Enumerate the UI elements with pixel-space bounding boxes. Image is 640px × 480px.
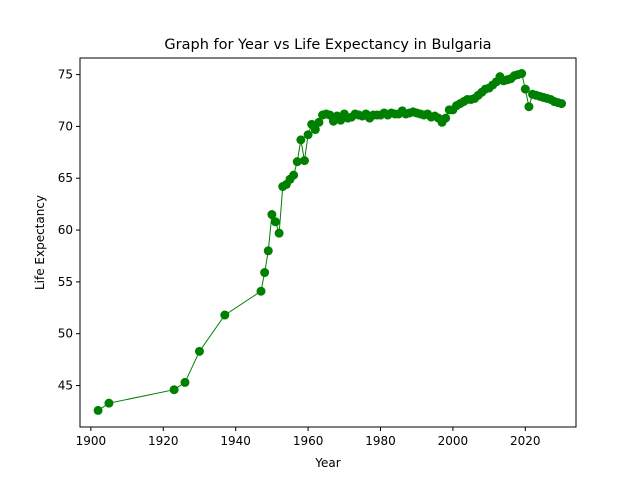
x-tick-label: 1920 bbox=[148, 434, 179, 448]
y-tick-label: 65 bbox=[58, 171, 73, 185]
x-axis: 1900 1920 1940 1960 1980 2000 2020 bbox=[76, 427, 541, 448]
y-tick-label: 70 bbox=[58, 119, 73, 133]
data-point bbox=[292, 157, 302, 167]
data-point bbox=[310, 125, 320, 135]
data-point bbox=[517, 69, 527, 79]
data-point bbox=[194, 346, 204, 356]
y-axis: 45 50 55 60 65 70 75 bbox=[58, 68, 80, 393]
data-point bbox=[180, 377, 190, 387]
data-point bbox=[93, 405, 103, 415]
data-point bbox=[296, 135, 306, 145]
data-point bbox=[520, 84, 530, 94]
data-point bbox=[267, 210, 277, 220]
data-point bbox=[260, 268, 270, 278]
data-point bbox=[303, 130, 313, 140]
data-point bbox=[274, 228, 284, 238]
data-point bbox=[524, 102, 534, 112]
y-tick-label: 55 bbox=[58, 275, 73, 289]
y-axis-title: Life Expectancy bbox=[33, 195, 47, 290]
y-tick-label: 75 bbox=[58, 68, 73, 82]
data-point bbox=[263, 246, 273, 256]
x-tick-label: 1900 bbox=[76, 434, 107, 448]
y-tick-label: 50 bbox=[58, 327, 73, 341]
data-point bbox=[220, 310, 230, 320]
data-point bbox=[314, 117, 324, 127]
x-tick-label: 1940 bbox=[220, 434, 251, 448]
data-point bbox=[299, 156, 309, 166]
plot-area bbox=[93, 69, 567, 415]
data-point bbox=[104, 398, 114, 408]
chart-title: Graph for Year vs Life Expectancy in Bul… bbox=[164, 37, 491, 53]
x-tick-label: 2000 bbox=[438, 434, 469, 448]
axes-frame bbox=[79, 57, 577, 428]
y-tick-label: 60 bbox=[58, 223, 73, 237]
data-point bbox=[271, 217, 280, 227]
data-point bbox=[289, 170, 299, 180]
x-tick-label: 2020 bbox=[510, 434, 541, 448]
data-point bbox=[256, 286, 266, 296]
series-line bbox=[97, 72, 562, 411]
data-point bbox=[169, 385, 179, 395]
data-point bbox=[441, 113, 451, 123]
y-tick-label: 45 bbox=[58, 379, 73, 393]
x-axis-title: Year bbox=[314, 456, 340, 470]
data-point bbox=[557, 99, 567, 109]
x-tick-label: 1980 bbox=[365, 434, 396, 448]
x-tick-label: 1960 bbox=[293, 434, 324, 448]
